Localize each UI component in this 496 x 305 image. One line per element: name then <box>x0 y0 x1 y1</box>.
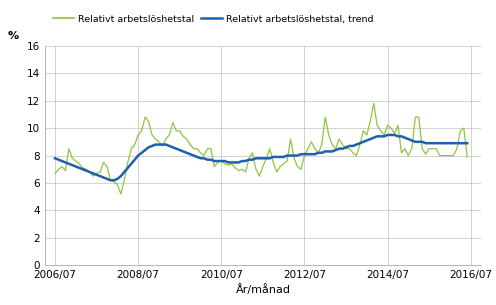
Legend: Relativt arbetslöshetstal, Relativt arbetslöshetstal, trend: Relativt arbetslöshetstal, Relativt arbe… <box>50 11 377 27</box>
Text: %: % <box>7 31 19 41</box>
X-axis label: År/månad: År/månad <box>236 284 290 295</box>
